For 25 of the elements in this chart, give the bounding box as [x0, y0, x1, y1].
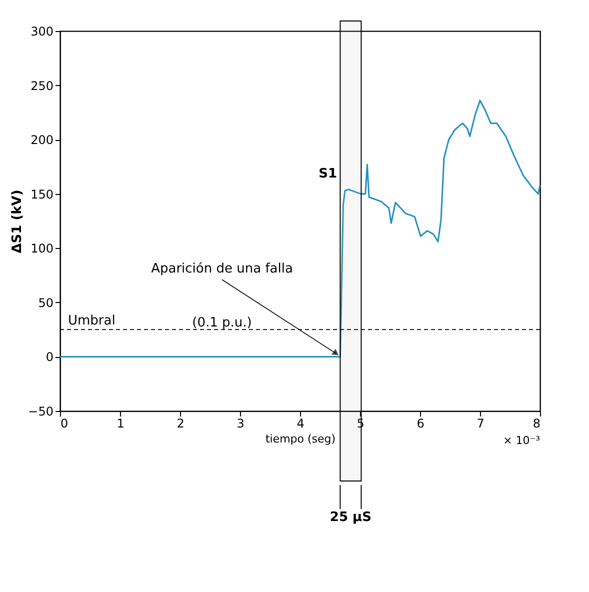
y-tick-label: 0: [46, 350, 54, 364]
annotation: Aparición de una falla: [151, 262, 293, 277]
annotation: (0.1 p.u.): [192, 316, 252, 331]
x-tick-label: 6: [416, 416, 424, 430]
y-axis-title: ΔS1 (kV): [10, 190, 26, 254]
ref-line-label: Umbral: [68, 314, 116, 329]
y-tick-label: 100: [30, 242, 54, 256]
y-tick-label: 50: [38, 296, 54, 310]
x-tick-label: 3: [236, 416, 244, 430]
x-axis-title: tiempo (seg): [265, 432, 336, 446]
annotation: S1: [318, 166, 337, 182]
y-tick-label: 250: [30, 78, 54, 93]
y-tick-label: −50: [28, 404, 54, 418]
x-tick-label: 1: [116, 416, 124, 430]
y-tick-label: 200: [30, 133, 54, 148]
y-tick-label: 300: [30, 24, 54, 38]
y-tick-label: 150: [30, 187, 54, 202]
x-tick-label: 7: [476, 416, 484, 430]
x-tick-label: 8: [532, 416, 540, 430]
x-tick-label: 4: [296, 416, 304, 430]
x-tick-label: 2: [176, 416, 184, 430]
text: × 10⁻³: [503, 434, 540, 447]
x-tick-label: 0: [60, 416, 68, 430]
line-series: [59, 100, 541, 358]
legend-label: 25 µS: [330, 510, 372, 525]
